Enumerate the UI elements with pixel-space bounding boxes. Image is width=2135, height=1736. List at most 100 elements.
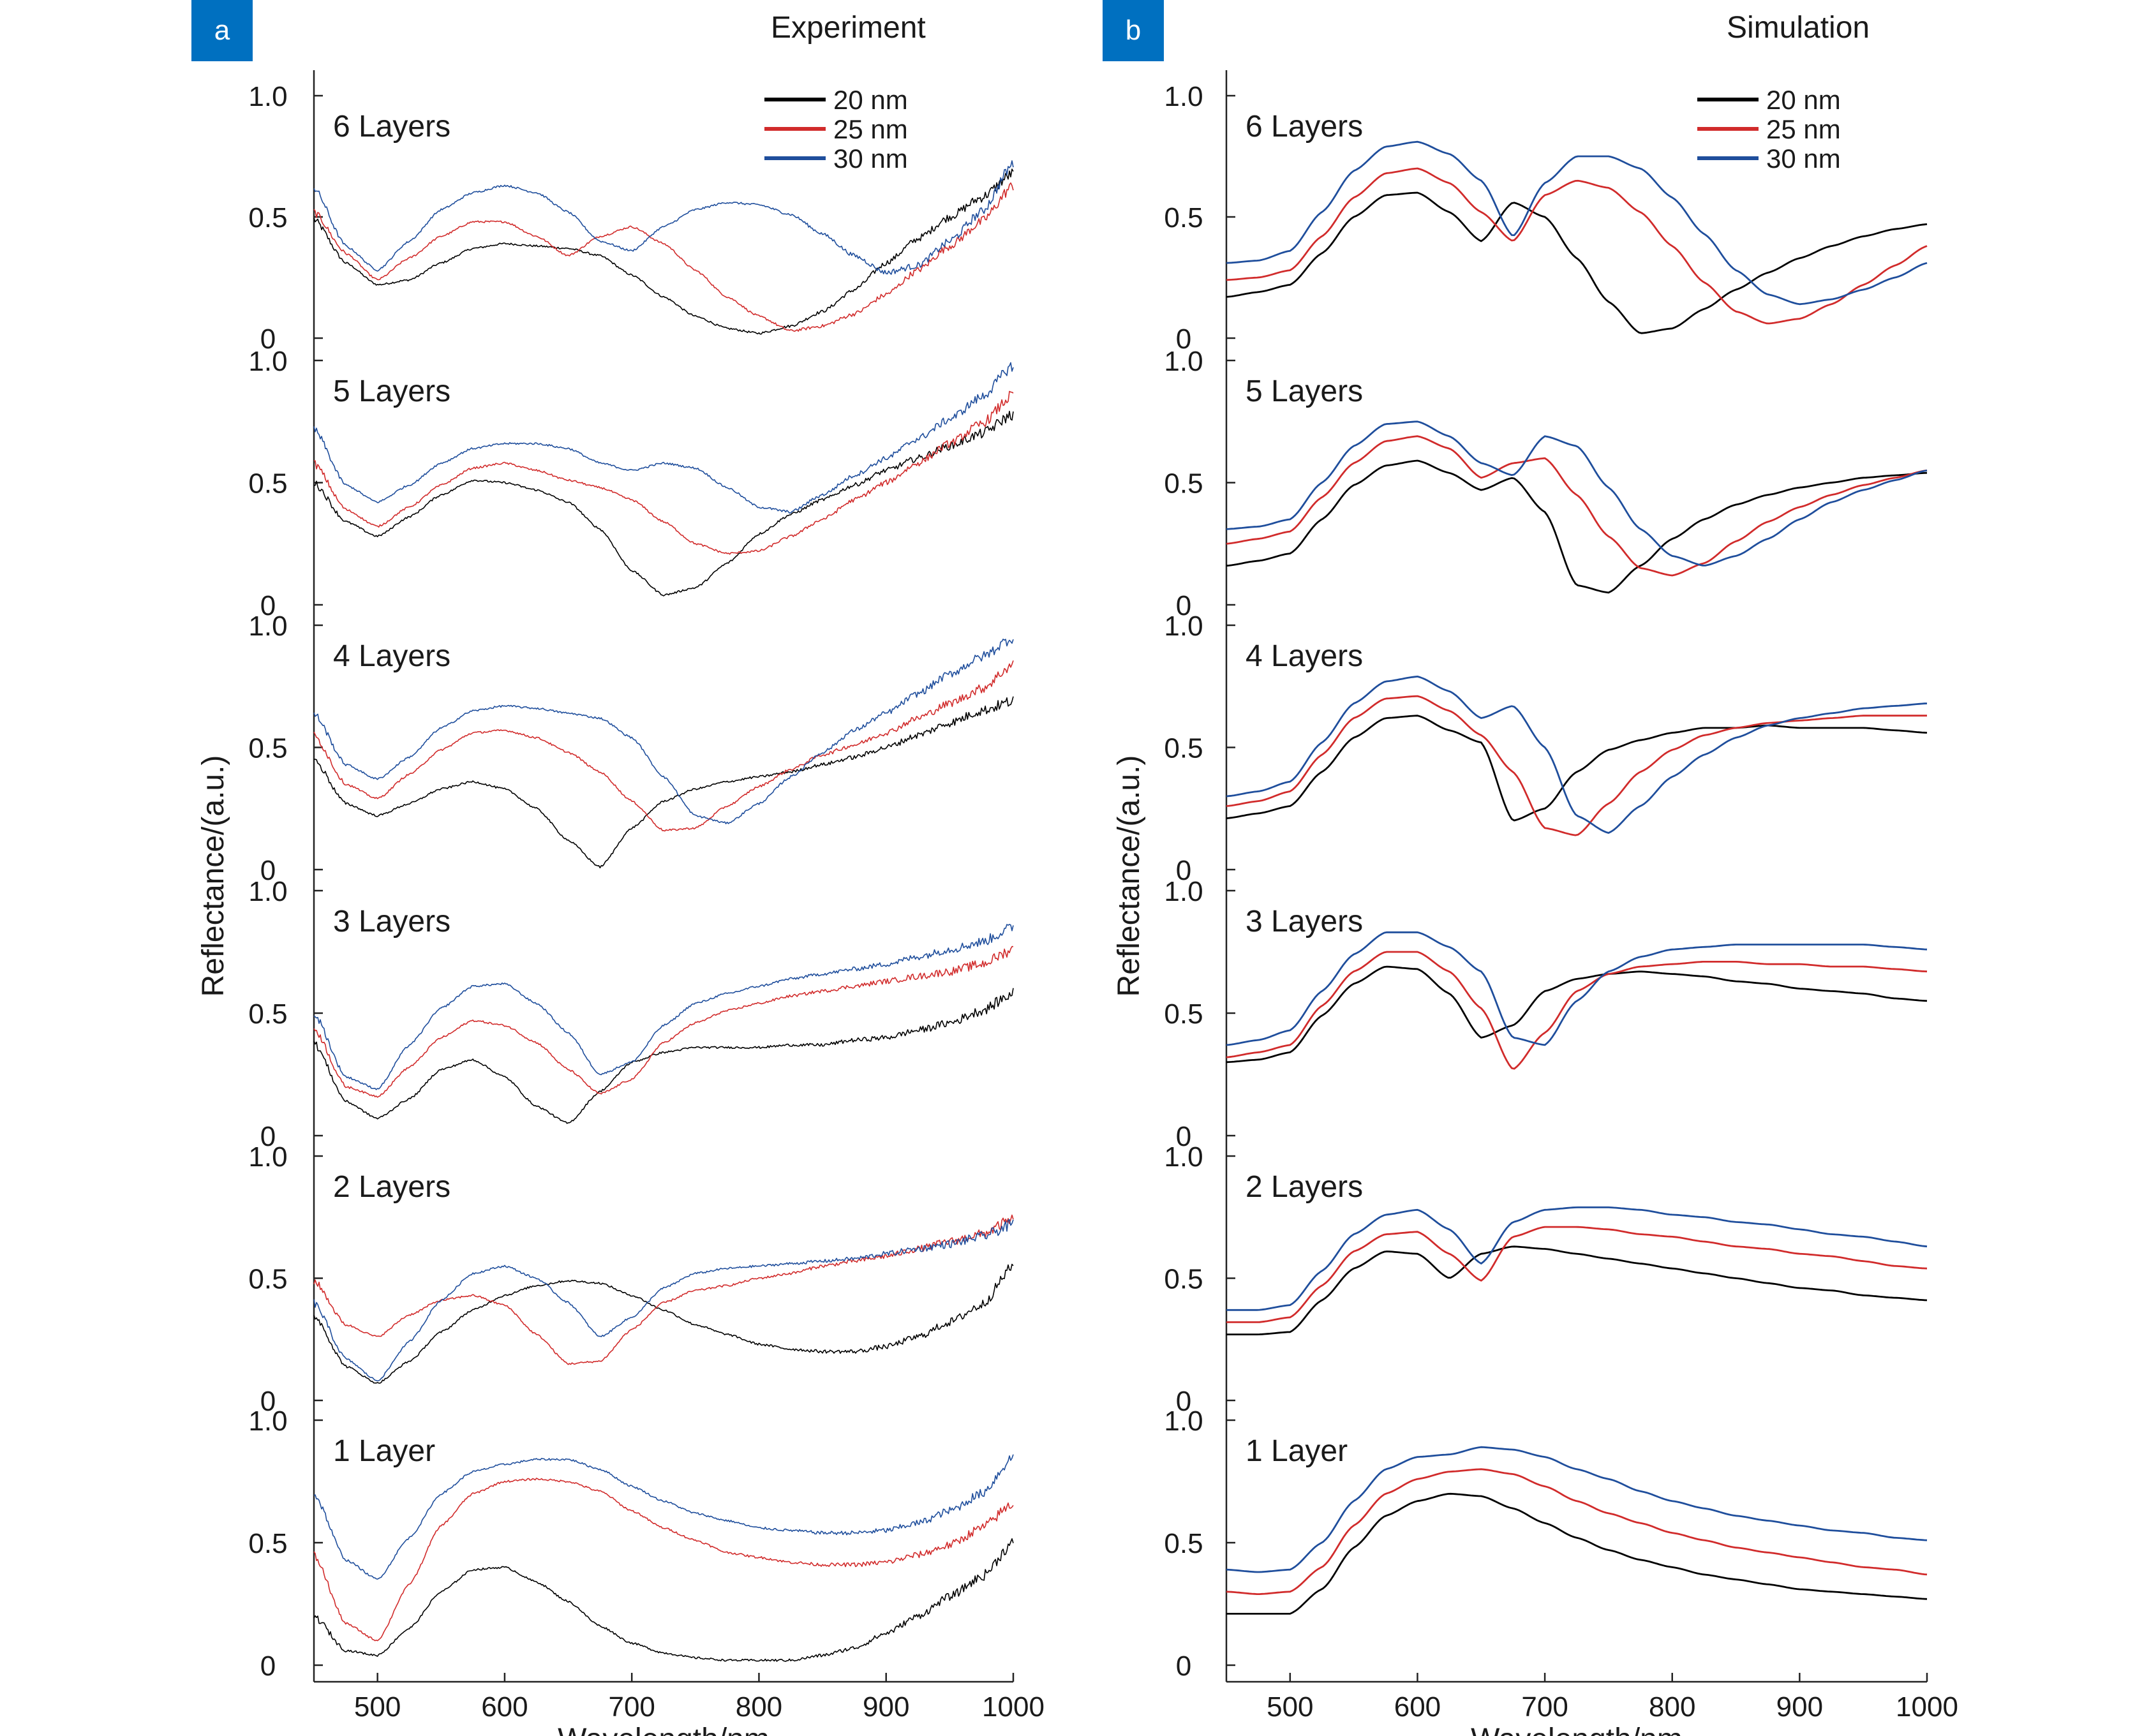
legend-label: 25 nm: [1766, 114, 1841, 144]
subplot-4: 0 0.5 1.0 3 Layers: [1164, 876, 1928, 1152]
y-tick-label: 1.0: [248, 346, 287, 377]
subplot-label: 4 Layers: [333, 639, 450, 673]
chart-panel-a: 500 600 700 800 900 1000 Wavelength/nm Reflecta…: [197, 70, 1045, 1736]
y-tick-label: 1.0: [1164, 81, 1203, 112]
series-line-20-nm: [313, 696, 1014, 868]
y-tick-label: 0.5: [1164, 733, 1203, 764]
series-line-20-nm: [313, 988, 1014, 1124]
legend-label: 30 nm: [833, 144, 908, 174]
y-tick-label: 0: [1176, 590, 1191, 621]
series-line-30-nm: [313, 160, 1014, 275]
y-tick-label: 1.0: [248, 1141, 287, 1173]
x-axis-label: Wavelength/nm: [558, 1723, 770, 1736]
x-tick-label: 1000: [1896, 1691, 1958, 1723]
y-tick-label: 1.0: [1164, 346, 1203, 377]
series-line-25-nm: [313, 1478, 1014, 1642]
y-tick-label: 0.5: [248, 202, 287, 234]
series-line-20-nm: [1226, 965, 1928, 1064]
subplot-6: 0 0.5 1.0 1 Layer: [1164, 1406, 1928, 1682]
subplot-label: 1 Layer: [333, 1434, 435, 1468]
chart-panel-b: 500 600 700 800 900 1000 Wavelength/nm Reflecta…: [1112, 70, 1958, 1736]
series-line-25-nm: [1226, 1468, 1928, 1595]
x-tick-label: 700: [608, 1691, 655, 1723]
y-tick-label: 0: [1176, 1121, 1191, 1152]
x-tick-label: 500: [354, 1691, 401, 1723]
y-tick-label: 1.0: [1164, 611, 1203, 642]
y-tick-label: 0.5: [248, 998, 287, 1030]
series-line-30-nm: [1226, 1446, 1928, 1573]
series-line-25-nm: [1226, 435, 1928, 577]
y-tick-label: 0.5: [248, 733, 287, 764]
series-line-25-nm: [313, 390, 1014, 555]
legend-label: 20 nm: [1766, 85, 1841, 115]
y-tick-label: 0.5: [1164, 468, 1203, 500]
x-tick-label: 500: [1267, 1691, 1313, 1723]
y-tick-label: 0.5: [1164, 1528, 1203, 1559]
series-line-20-nm: [1226, 1245, 1928, 1335]
series-line-20-nm: [313, 1263, 1014, 1384]
subplot-label: 5 Layers: [1246, 375, 1363, 408]
y-tick-label: 0.5: [1164, 998, 1203, 1030]
series-line-25-nm: [313, 660, 1014, 832]
subplot-label: 3 Layers: [333, 905, 450, 938]
panel-b-title: Simulation: [1727, 11, 1870, 45]
x-tick-label: 700: [1521, 1691, 1568, 1723]
y-tick-label: 0: [1176, 1651, 1191, 1682]
series-line-20-nm: [1226, 1492, 1928, 1615]
y-tick-label: 1.0: [1164, 876, 1203, 907]
series-line-20-nm: [313, 410, 1014, 597]
series-line-30-nm: [1226, 140, 1928, 306]
series-line-25-nm: [1226, 951, 1928, 1070]
panel-a-title: Experiment: [771, 11, 926, 45]
y-tick-label: 0.5: [1164, 202, 1203, 234]
y-tick-label: 0.5: [248, 1264, 287, 1295]
y-tick-label: 1.0: [248, 876, 287, 907]
y-axis-label: Reflectance/(a.u.): [197, 755, 230, 997]
y-tick-label: 0: [260, 1121, 276, 1152]
subplot-2: 0 0.5 1.0 5 Layers: [1164, 346, 1928, 621]
y-tick-label: 0.5: [1164, 1264, 1203, 1295]
y-tick-label: 0: [1176, 1386, 1191, 1417]
y-tick-label: 0: [260, 1651, 276, 1682]
series-line-25-nm: [313, 1214, 1014, 1365]
x-tick-label: 600: [481, 1691, 528, 1723]
series-line-30-nm: [1226, 676, 1928, 834]
subplot-label: 4 Layers: [1246, 639, 1363, 673]
series-line-20-nm: [313, 168, 1014, 335]
y-tick-label: 1.0: [248, 1406, 287, 1437]
y-tick-label: 0: [260, 1386, 276, 1417]
subplot-label: 2 Layers: [333, 1170, 450, 1204]
x-tick-label: 900: [863, 1691, 909, 1723]
x-tick-label: 800: [1649, 1691, 1695, 1723]
subplot-3: 0 0.5 1.0 4 Layers: [1164, 611, 1928, 886]
legend-label: 25 nm: [833, 114, 908, 144]
panel-b-tag: b: [1103, 0, 1164, 61]
series-line-25-nm: [1226, 695, 1927, 836]
series-line-25-nm: [313, 182, 1014, 332]
subplot-5: 0 0.5 1.0 2 Layers: [248, 1141, 1014, 1417]
y-tick-label: 1.0: [1164, 1406, 1203, 1437]
series-line-30-nm: [313, 1454, 1014, 1580]
legend-label: 30 nm: [1766, 144, 1841, 174]
subplot-3: 0 0.5 1.0 4 Layers: [248, 611, 1014, 886]
y-tick-label: 0: [260, 590, 276, 621]
y-axis-label: Reflectance/(a.u.): [1112, 755, 1146, 997]
series-line-25-nm: [313, 946, 1014, 1098]
series-line-30-nm: [1226, 420, 1928, 567]
series-line-30-nm: [313, 639, 1014, 824]
subplot-label: 2 Layers: [1246, 1170, 1363, 1204]
x-tick-label: 900: [1776, 1691, 1823, 1723]
y-tick-label: 1.0: [248, 611, 287, 642]
series-line-25-nm: [1226, 167, 1928, 325]
series-line-20-nm: [1226, 715, 1928, 822]
x-axis-label: Wavelength/nm: [1471, 1723, 1683, 1736]
series-line-20-nm: [1226, 191, 1928, 334]
subplot-4: 0 0.5 1.0 3 Layers: [248, 876, 1014, 1152]
y-tick-label: 0.5: [248, 468, 287, 500]
subplot-2: 0 0.5 1.0 5 Layers: [248, 346, 1014, 621]
y-tick-label: 0: [260, 323, 276, 355]
subplot-label: 6 Layers: [333, 110, 450, 144]
subplot-5: 0 0.5 1.0 2 Layers: [1164, 1141, 1928, 1417]
